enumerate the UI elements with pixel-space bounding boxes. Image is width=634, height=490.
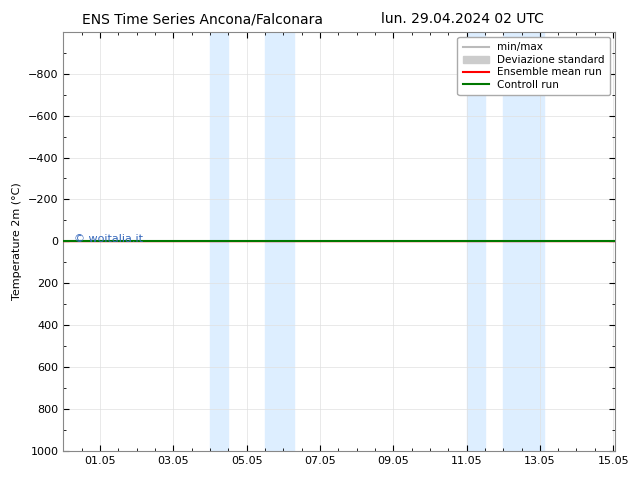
Bar: [503, 32, 543, 451]
Legend: min/max, Deviazione standard, Ensemble mean run, Controll run: min/max, Deviazione standard, Ensemble m…: [458, 37, 610, 95]
Y-axis label: Temperature 2m (°C): Temperature 2m (°C): [13, 182, 22, 300]
Text: ENS Time Series Ancona/Falconara: ENS Time Series Ancona/Falconara: [82, 12, 323, 26]
Text: © woitalia.it: © woitalia.it: [74, 234, 143, 244]
Bar: [467, 32, 485, 451]
Bar: [210, 32, 228, 451]
Bar: [265, 32, 294, 451]
Text: lun. 29.04.2024 02 UTC: lun. 29.04.2024 02 UTC: [382, 12, 544, 26]
